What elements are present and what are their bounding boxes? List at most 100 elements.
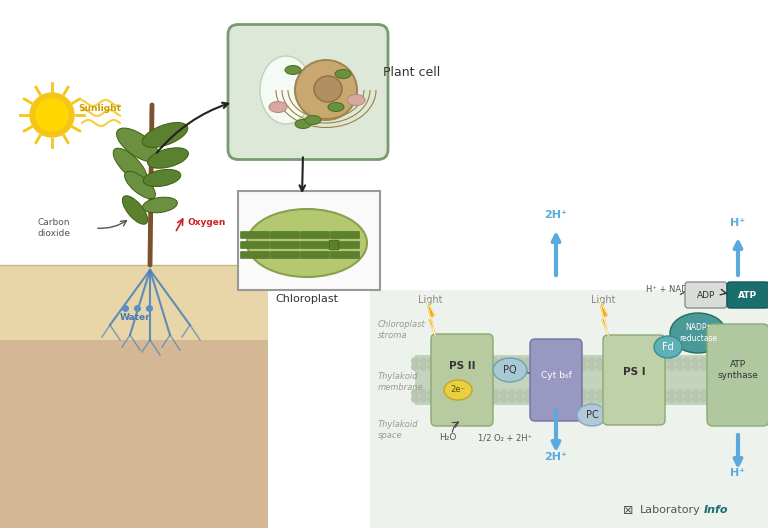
Circle shape	[483, 357, 491, 365]
Text: H⁺ + NADP⁺: H⁺ + NADP⁺	[647, 286, 697, 295]
Text: 2H⁺: 2H⁺	[545, 452, 568, 462]
Circle shape	[555, 357, 563, 365]
Circle shape	[563, 357, 571, 365]
Circle shape	[659, 395, 667, 403]
Circle shape	[643, 395, 651, 403]
Circle shape	[739, 389, 747, 397]
Circle shape	[731, 395, 739, 403]
Circle shape	[571, 363, 579, 371]
Text: Chloroplast: Chloroplast	[276, 294, 339, 304]
Circle shape	[731, 357, 739, 365]
Circle shape	[755, 389, 763, 397]
Circle shape	[515, 395, 523, 403]
Circle shape	[595, 363, 603, 371]
Circle shape	[579, 395, 587, 403]
Circle shape	[643, 363, 651, 371]
Circle shape	[739, 357, 747, 365]
Circle shape	[603, 395, 611, 403]
Circle shape	[627, 395, 635, 403]
Circle shape	[459, 363, 467, 371]
FancyBboxPatch shape	[330, 231, 359, 239]
Circle shape	[683, 363, 691, 371]
Circle shape	[499, 363, 507, 371]
Circle shape	[427, 389, 435, 397]
Circle shape	[459, 357, 467, 365]
Circle shape	[579, 389, 587, 397]
Circle shape	[30, 93, 74, 137]
Circle shape	[651, 363, 659, 371]
Circle shape	[507, 357, 515, 365]
Circle shape	[635, 389, 643, 397]
Circle shape	[491, 395, 499, 403]
Circle shape	[603, 357, 611, 365]
Text: NADPH: NADPH	[699, 286, 731, 295]
FancyBboxPatch shape	[270, 231, 300, 239]
Circle shape	[427, 363, 435, 371]
Text: NADP⁺
reductase: NADP⁺ reductase	[679, 323, 717, 343]
Circle shape	[507, 395, 515, 403]
FancyBboxPatch shape	[330, 251, 359, 259]
Circle shape	[659, 363, 667, 371]
Circle shape	[483, 389, 491, 397]
Bar	[0, 340, 268, 528]
Circle shape	[619, 363, 627, 371]
Circle shape	[467, 357, 475, 365]
Circle shape	[715, 357, 723, 365]
Ellipse shape	[285, 65, 301, 74]
Circle shape	[691, 389, 699, 397]
Ellipse shape	[654, 336, 682, 358]
Circle shape	[499, 357, 507, 365]
Circle shape	[443, 357, 451, 365]
Circle shape	[539, 363, 547, 371]
Ellipse shape	[328, 102, 344, 111]
FancyBboxPatch shape	[240, 241, 270, 249]
Circle shape	[675, 357, 683, 365]
Circle shape	[667, 357, 675, 365]
FancyBboxPatch shape	[240, 251, 270, 259]
Circle shape	[723, 357, 731, 365]
FancyBboxPatch shape	[300, 251, 329, 259]
Circle shape	[547, 389, 555, 397]
Circle shape	[539, 395, 547, 403]
Circle shape	[747, 389, 755, 397]
Bar	[370, 290, 768, 528]
Circle shape	[443, 389, 451, 397]
Ellipse shape	[295, 119, 311, 128]
Text: ADP: ADP	[697, 290, 715, 299]
Circle shape	[611, 389, 619, 397]
Circle shape	[691, 395, 699, 403]
Circle shape	[619, 389, 627, 397]
Text: 2H⁺: 2H⁺	[545, 210, 568, 220]
Circle shape	[451, 395, 459, 403]
Ellipse shape	[117, 128, 160, 162]
Circle shape	[467, 395, 475, 403]
Circle shape	[651, 389, 659, 397]
Bar	[415, 355, 765, 405]
Circle shape	[739, 363, 747, 371]
Text: ATP: ATP	[739, 290, 757, 299]
Circle shape	[555, 363, 563, 371]
Circle shape	[587, 357, 595, 365]
FancyBboxPatch shape	[300, 231, 329, 239]
Circle shape	[579, 357, 587, 365]
FancyBboxPatch shape	[270, 251, 300, 259]
Text: Sunlight: Sunlight	[78, 104, 121, 113]
Circle shape	[603, 389, 611, 397]
Text: Water: Water	[120, 313, 151, 322]
Text: PS II: PS II	[449, 361, 475, 371]
Bar	[329, 240, 338, 249]
Circle shape	[755, 357, 763, 365]
Circle shape	[483, 395, 491, 403]
Circle shape	[627, 389, 635, 397]
Circle shape	[755, 363, 763, 371]
Circle shape	[587, 389, 595, 397]
Ellipse shape	[444, 380, 472, 400]
Circle shape	[555, 395, 563, 403]
Circle shape	[715, 363, 723, 371]
Circle shape	[723, 395, 731, 403]
Circle shape	[643, 357, 651, 365]
Polygon shape	[426, 300, 435, 336]
Circle shape	[619, 395, 627, 403]
Circle shape	[411, 389, 419, 397]
Circle shape	[451, 363, 459, 371]
